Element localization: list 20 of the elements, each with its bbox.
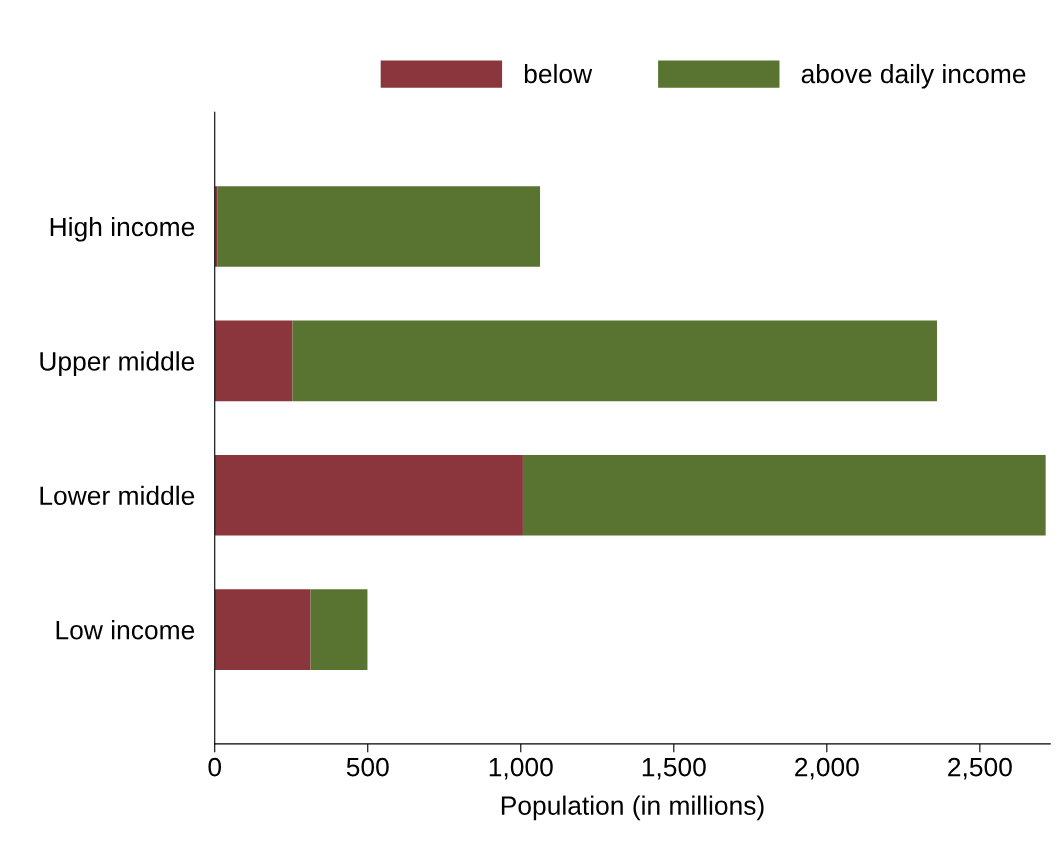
legend-label: below <box>524 63 593 84</box>
y-tick-label: Lower middle <box>40 485 195 506</box>
x-tick-label: 2,000 <box>795 757 859 780</box>
bar <box>214 589 311 670</box>
y-tick-label: Upper middle <box>40 351 195 376</box>
bar <box>217 186 541 267</box>
bar <box>522 454 1046 536</box>
x-tick-label: 500 <box>346 757 389 777</box>
x-tick-label: 1,000 <box>489 757 553 780</box>
x-tick-label: 0 <box>208 757 222 777</box>
x-axis-title: Population (in millions) <box>501 795 764 821</box>
y-tick-label: Low income <box>56 620 195 640</box>
bar <box>214 320 293 402</box>
bar <box>310 589 368 670</box>
bar <box>214 454 523 536</box>
x-tick-label: 2,500 <box>948 757 1012 780</box>
y-tick-label: High income <box>50 216 195 242</box>
bar <box>292 320 938 402</box>
x-tick-label: 1,500 <box>642 757 706 780</box>
legend-label: above daily income <box>801 63 1026 89</box>
